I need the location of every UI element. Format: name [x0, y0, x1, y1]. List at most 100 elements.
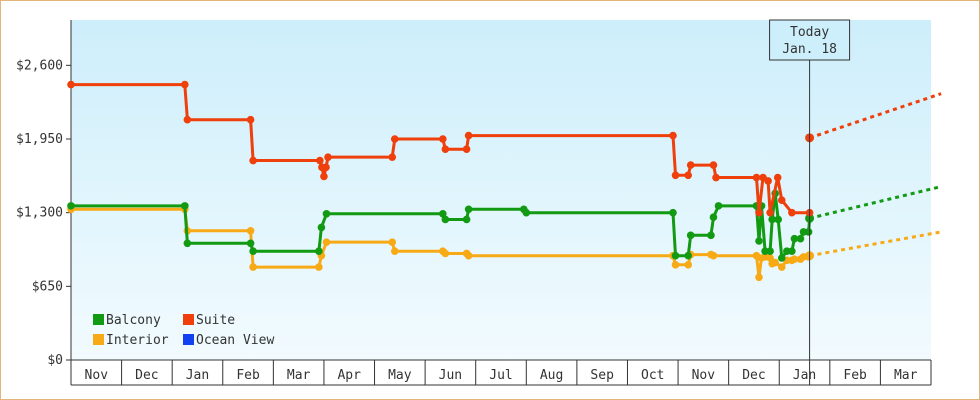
- x-tick-label: Jul: [489, 368, 512, 383]
- data-point: [773, 173, 782, 182]
- y-tick-label: $0: [47, 353, 63, 368]
- x-tick-label: Jan: [793, 368, 816, 383]
- data-point: [249, 263, 257, 271]
- legend-label: Balcony: [106, 313, 161, 328]
- data-point: [388, 153, 397, 161]
- data-point: [317, 223, 326, 232]
- data-point: [320, 172, 328, 181]
- today-label: Today: [790, 25, 829, 40]
- data-point: [441, 145, 450, 153]
- x-tick-label: Mar: [287, 368, 311, 383]
- forecast-line: [809, 92, 942, 140]
- legend: Balcony Suite Interior Ocean View: [93, 313, 274, 348]
- x-tick-label: Apr: [337, 368, 361, 383]
- data-point: [315, 247, 323, 255]
- series-layer: [67, 80, 942, 282]
- data-point: [464, 205, 473, 214]
- data-point: [752, 173, 761, 182]
- data-point: [246, 115, 255, 124]
- data-point: [709, 251, 718, 260]
- data-point: [686, 161, 695, 169]
- y-tick-label: $2,600: [16, 58, 63, 73]
- data-point: [315, 263, 323, 271]
- legend-item-ocean-view: Ocean View: [183, 333, 274, 348]
- data-point: [764, 177, 772, 185]
- data-point: [462, 215, 471, 224]
- x-tick-label: May: [388, 368, 412, 383]
- data-point: [684, 171, 692, 180]
- data-point: [67, 80, 75, 89]
- today-box: [769, 19, 851, 61]
- data-point: [777, 196, 786, 204]
- x-tick-label: Nov: [692, 368, 716, 383]
- data-point: [671, 171, 680, 180]
- legend-item-balcony: Balcony: [93, 313, 161, 328]
- x-tick-label: Oct: [641, 368, 664, 383]
- today-date: Jan. 18: [782, 42, 837, 57]
- x-tick-label: Jan: [186, 368, 209, 383]
- legend-swatch: [183, 314, 194, 325]
- data-point: [464, 131, 473, 140]
- data-point: [441, 215, 450, 224]
- data-point: [755, 237, 763, 245]
- y-tick-label: $1,950: [16, 132, 63, 147]
- data-point: [788, 208, 796, 217]
- x-tick-label: Dec: [742, 368, 765, 383]
- legend-swatch: [93, 314, 104, 325]
- data-point: [322, 238, 331, 246]
- x-tick-label: Nov: [85, 368, 109, 383]
- x-tick-label: Aug: [540, 368, 563, 383]
- data-point: [755, 273, 763, 282]
- y-tick-label: $650: [32, 279, 63, 294]
- data-point: [439, 210, 447, 218]
- data-point: [709, 213, 718, 221]
- legend-item-suite: Suite: [183, 313, 235, 328]
- data-point: [804, 228, 813, 236]
- data-point: [684, 251, 692, 260]
- legend-swatch: [183, 334, 194, 345]
- data-point: [246, 239, 255, 248]
- data-point: [714, 202, 723, 210]
- data-point: [249, 247, 257, 255]
- data-point: [671, 251, 680, 260]
- data-point: [183, 239, 192, 248]
- data-point: [249, 156, 257, 165]
- data-point: [183, 115, 192, 124]
- data-point: [768, 215, 776, 224]
- data-point: [322, 163, 330, 172]
- data-point: [796, 234, 805, 243]
- data-point: [67, 202, 75, 210]
- series-balcony: [67, 185, 942, 262]
- data-point: [684, 261, 692, 269]
- x-tick-label: Jun: [439, 368, 462, 383]
- series-suite: [67, 80, 942, 217]
- data-point: [324, 153, 332, 161]
- legend-item-interior: Interior: [93, 333, 169, 348]
- data-point: [390, 247, 399, 255]
- x-tick-label: Feb: [843, 368, 867, 383]
- legend-label: Interior: [106, 333, 169, 348]
- today-marker: Today Jan. 18: [769, 19, 851, 385]
- data-point: [777, 254, 786, 262]
- legend-label: Ocean View: [196, 333, 274, 348]
- data-point: [707, 231, 715, 240]
- data-point: [669, 208, 677, 217]
- data-point: [771, 258, 779, 267]
- data-point: [439, 135, 447, 143]
- data-point: [755, 208, 763, 217]
- data-point: [390, 135, 399, 143]
- data-point: [712, 173, 720, 182]
- data-point: [464, 251, 473, 260]
- data-point: [686, 231, 695, 240]
- data-point: [709, 161, 718, 169]
- data-point: [441, 249, 450, 258]
- x-tick-label: Feb: [236, 368, 260, 383]
- data-point: [790, 255, 799, 263]
- data-point: [316, 156, 324, 165]
- series-interior: [67, 205, 942, 282]
- data-point: [246, 227, 255, 235]
- legend-swatch: [93, 334, 104, 345]
- data-point: [788, 247, 796, 255]
- data-point: [522, 208, 531, 217]
